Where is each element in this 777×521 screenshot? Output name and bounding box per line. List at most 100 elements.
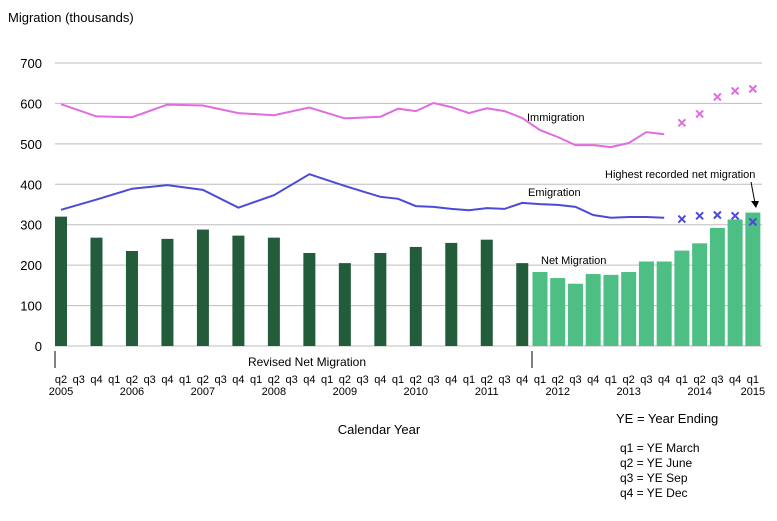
x-quarter-label: q4 (232, 374, 244, 386)
x-quarter-label: q1 (250, 374, 262, 386)
bar-revised-net-migration (196, 229, 209, 346)
y-tick-label: 0 (35, 339, 42, 354)
bar-revised-net-migration (232, 235, 245, 346)
x-quarter-label: q4 (90, 374, 102, 386)
bar-revised-net-migration (374, 253, 387, 346)
highest-net-migration-annotation: Highest recorded net migration (605, 169, 755, 181)
y-tick-label: 200 (20, 258, 42, 273)
x-quarter-label: q4 (516, 374, 528, 386)
x-quarter-label: q3 (711, 374, 723, 386)
bar-net-migration (621, 272, 637, 346)
x-quarter-label: q3 (285, 374, 297, 386)
x-quarter-label: q4 (374, 374, 386, 386)
emigration-label: Emigration (528, 187, 581, 199)
bar-revised-net-migration (303, 253, 316, 346)
x-quarter-label: q4 (161, 374, 173, 386)
x-quarter-label: q1 (605, 374, 617, 386)
bar-revised-net-migration (338, 263, 351, 346)
y-tick-label: 700 (20, 56, 42, 71)
emigration-provisional-marker (677, 214, 687, 224)
x-quarter-label: q3 (569, 374, 581, 386)
y-tick-label: 300 (20, 218, 42, 233)
bar-revised-net-migration (161, 238, 174, 346)
bar-net-migration (656, 261, 672, 346)
x-year-label: 2007 (191, 386, 215, 398)
immigration-provisional-marker (695, 109, 704, 119)
x-quarter-label: q2 (197, 374, 209, 386)
annotation-arrow (750, 181, 759, 208)
x-quarter-label: q1 (747, 374, 759, 386)
x-quarter-label: q3 (498, 374, 510, 386)
x-quarter-label: q3 (144, 374, 156, 386)
net-migration-label: Net Migration (541, 255, 606, 267)
key-item: q1 = YE March (620, 441, 700, 455)
bar-revised-net-migration (267, 237, 280, 346)
x-year-label: 2014 (687, 386, 711, 398)
bar-revised-net-migration (55, 216, 67, 346)
x-quarter-label: q2 (552, 374, 564, 386)
bar-net-migration (709, 227, 725, 346)
bar-net-migration (727, 219, 743, 346)
y-tick-label: 600 (20, 96, 42, 111)
bar-net-migration (745, 212, 761, 346)
x-year-label: 2009 (333, 386, 357, 398)
x-quarter-label: q2 (481, 374, 493, 386)
x-quarter-label: q3 (427, 374, 439, 386)
x-quarter-label: q2 (339, 374, 351, 386)
immigration-provisional-marker (730, 86, 740, 96)
x-quarter-label: q1 (321, 374, 333, 386)
x-quarter-label: q1 (463, 374, 475, 386)
bar-net-migration (603, 274, 619, 346)
x-year-label: 2013 (616, 386, 640, 398)
immigration-provisional-marker (748, 84, 758, 94)
immigration-line (60, 101, 665, 149)
y-tick-label: 100 (20, 299, 42, 314)
x-quarter-label: q2 (55, 374, 67, 386)
bar-net-migration (692, 243, 708, 346)
emigration-provisional-marker (748, 217, 758, 227)
x-quarter-label: q4 (729, 374, 741, 386)
revised-net-migration-label: Revised Net Migration (248, 355, 366, 369)
y-tick-label: 400 (20, 177, 42, 192)
x-quarter-label: q4 (303, 374, 315, 386)
x-quarter-label: q1 (534, 374, 546, 386)
key-item: q2 = YE June (620, 456, 692, 470)
x-quarter-label: q3 (215, 374, 227, 386)
x-quarter-label: q1 (392, 374, 404, 386)
x-year-label: 2011 (475, 386, 499, 398)
bar-net-migration (674, 250, 690, 346)
bar-revised-net-migration (125, 250, 138, 346)
immigration-provisional-marker (677, 118, 687, 128)
x-year-label: 2012 (545, 386, 569, 398)
x-axis-title: Calendar Year (338, 422, 421, 437)
x-year-label: 2006 (120, 386, 144, 398)
bar-revised-net-migration (90, 237, 103, 346)
x-year-label: 2008 (262, 386, 286, 398)
bar-revised-net-migration (445, 242, 458, 346)
x-quarter-label: q3 (73, 374, 85, 386)
y-tick-label: 500 (20, 137, 42, 152)
bar-net-migration (585, 274, 601, 346)
x-quarter-label: q4 (587, 374, 599, 386)
bar-revised-net-migration (480, 239, 493, 346)
bar-net-migration (638, 261, 654, 346)
key-title: YE = Year Ending (616, 411, 718, 426)
x-year-label: 2005 (49, 386, 73, 398)
bar-revised-net-migration (409, 246, 422, 346)
emigration-provisional-marker (695, 211, 704, 221)
x-quarter-label: q4 (445, 374, 457, 386)
x-quarter-label: q1 (108, 374, 120, 386)
x-quarter-label: q4 (658, 374, 670, 386)
x-quarter-label: q1 (676, 374, 688, 386)
bar-net-migration (532, 272, 548, 346)
immigration-label: Immigration (527, 112, 584, 124)
emigration-line (60, 173, 665, 219)
x-quarter-label: q2 (694, 374, 706, 386)
bar-revised-net-migration (516, 263, 529, 346)
emigration-provisional-marker (713, 210, 722, 220)
emigration-provisional-marker (730, 211, 740, 221)
immigration-provisional-marker (713, 92, 722, 102)
x-year-label: 2010 (404, 386, 428, 398)
x-quarter-label: q3 (356, 374, 368, 386)
